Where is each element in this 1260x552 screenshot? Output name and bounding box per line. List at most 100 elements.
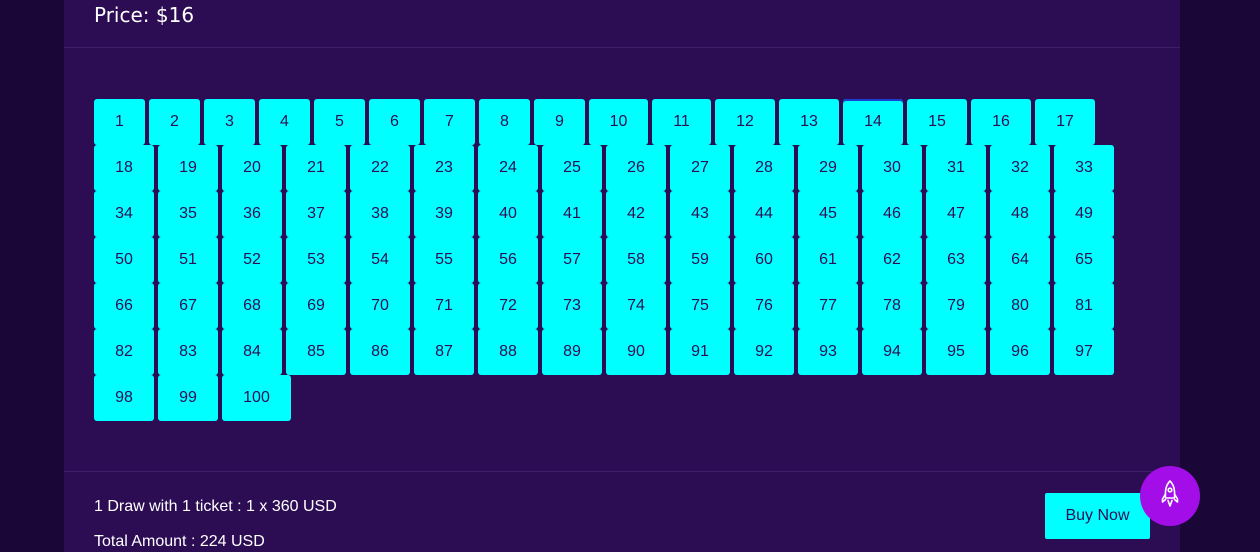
number-tile-2[interactable]: 2 bbox=[149, 99, 200, 145]
number-tile-6[interactable]: 6 bbox=[369, 99, 420, 145]
number-tile-23[interactable]: 23 bbox=[414, 145, 474, 191]
number-tile-69[interactable]: 69 bbox=[286, 283, 346, 329]
number-tile-44[interactable]: 44 bbox=[734, 191, 794, 237]
number-tile-30[interactable]: 30 bbox=[862, 145, 922, 191]
number-tile-34[interactable]: 34 bbox=[94, 191, 154, 237]
number-tile-73[interactable]: 73 bbox=[542, 283, 602, 329]
number-tile-51[interactable]: 51 bbox=[158, 237, 218, 283]
number-tile-90[interactable]: 90 bbox=[606, 329, 666, 375]
number-tile-55[interactable]: 55 bbox=[414, 237, 474, 283]
number-tile-64[interactable]: 64 bbox=[990, 237, 1050, 283]
number-tile-70[interactable]: 70 bbox=[350, 283, 410, 329]
number-tile-82[interactable]: 82 bbox=[94, 329, 154, 375]
number-tile-46[interactable]: 46 bbox=[862, 191, 922, 237]
number-tile-33[interactable]: 33 bbox=[1054, 145, 1114, 191]
number-tile-36[interactable]: 36 bbox=[222, 191, 282, 237]
number-tile-12[interactable]: 12 bbox=[715, 99, 775, 145]
number-tile-42[interactable]: 42 bbox=[606, 191, 666, 237]
number-tile-88[interactable]: 88 bbox=[478, 329, 538, 375]
number-tile-45[interactable]: 45 bbox=[798, 191, 858, 237]
number-tile-47[interactable]: 47 bbox=[926, 191, 986, 237]
number-tile-54[interactable]: 54 bbox=[350, 237, 410, 283]
number-tile-4[interactable]: 4 bbox=[259, 99, 310, 145]
number-tile-98[interactable]: 98 bbox=[94, 375, 154, 421]
number-tile-66[interactable]: 66 bbox=[94, 283, 154, 329]
number-tile-20[interactable]: 20 bbox=[222, 145, 282, 191]
number-tile-56[interactable]: 56 bbox=[478, 237, 538, 283]
number-tile-48[interactable]: 48 bbox=[990, 191, 1050, 237]
number-tile-94[interactable]: 94 bbox=[862, 329, 922, 375]
number-tile-39[interactable]: 39 bbox=[414, 191, 474, 237]
number-tile-49[interactable]: 49 bbox=[1054, 191, 1114, 237]
number-tile-31[interactable]: 31 bbox=[926, 145, 986, 191]
number-tile-32[interactable]: 32 bbox=[990, 145, 1050, 191]
number-tile-78[interactable]: 78 bbox=[862, 283, 922, 329]
number-tile-67[interactable]: 67 bbox=[158, 283, 218, 329]
number-tile-40[interactable]: 40 bbox=[478, 191, 538, 237]
number-tile-74[interactable]: 74 bbox=[606, 283, 666, 329]
number-tile-61[interactable]: 61 bbox=[798, 237, 858, 283]
number-tile-25[interactable]: 25 bbox=[542, 145, 602, 191]
number-tile-84[interactable]: 84 bbox=[222, 329, 282, 375]
number-tile-86[interactable]: 86 bbox=[350, 329, 410, 375]
buy-now-button[interactable]: Buy Now bbox=[1045, 493, 1150, 539]
number-tile-17[interactable]: 17 bbox=[1035, 99, 1095, 145]
number-tile-29[interactable]: 29 bbox=[798, 145, 858, 191]
number-tile-75[interactable]: 75 bbox=[670, 283, 730, 329]
number-tile-99[interactable]: 99 bbox=[158, 375, 218, 421]
number-tile-14[interactable]: 14 bbox=[843, 99, 903, 145]
number-tile-10[interactable]: 10 bbox=[589, 99, 648, 145]
number-tile-5[interactable]: 5 bbox=[314, 99, 365, 145]
number-tile-59[interactable]: 59 bbox=[670, 237, 730, 283]
number-tile-27[interactable]: 27 bbox=[670, 145, 730, 191]
number-tile-76[interactable]: 76 bbox=[734, 283, 794, 329]
number-tile-11[interactable]: 11 bbox=[652, 99, 711, 145]
number-tile-87[interactable]: 87 bbox=[414, 329, 474, 375]
number-tile-38[interactable]: 38 bbox=[350, 191, 410, 237]
number-tile-91[interactable]: 91 bbox=[670, 329, 730, 375]
number-tile-100[interactable]: 100 bbox=[222, 375, 291, 421]
number-tile-43[interactable]: 43 bbox=[670, 191, 730, 237]
number-tile-93[interactable]: 93 bbox=[798, 329, 858, 375]
number-tile-9[interactable]: 9 bbox=[534, 99, 585, 145]
number-tile-92[interactable]: 92 bbox=[734, 329, 794, 375]
number-tile-71[interactable]: 71 bbox=[414, 283, 474, 329]
number-tile-19[interactable]: 19 bbox=[158, 145, 218, 191]
number-tile-63[interactable]: 63 bbox=[926, 237, 986, 283]
number-tile-68[interactable]: 68 bbox=[222, 283, 282, 329]
number-tile-85[interactable]: 85 bbox=[286, 329, 346, 375]
number-tile-41[interactable]: 41 bbox=[542, 191, 602, 237]
rocket-fab-button[interactable] bbox=[1140, 466, 1200, 526]
number-tile-24[interactable]: 24 bbox=[478, 145, 538, 191]
number-tile-53[interactable]: 53 bbox=[286, 237, 346, 283]
number-tile-60[interactable]: 60 bbox=[734, 237, 794, 283]
number-tile-62[interactable]: 62 bbox=[862, 237, 922, 283]
number-tile-37[interactable]: 37 bbox=[286, 191, 346, 237]
number-tile-72[interactable]: 72 bbox=[478, 283, 538, 329]
number-tile-22[interactable]: 22 bbox=[350, 145, 410, 191]
number-tile-35[interactable]: 35 bbox=[158, 191, 218, 237]
number-tile-18[interactable]: 18 bbox=[94, 145, 154, 191]
number-tile-15[interactable]: 15 bbox=[907, 99, 967, 145]
number-tile-7[interactable]: 7 bbox=[424, 99, 475, 145]
number-tile-57[interactable]: 57 bbox=[542, 237, 602, 283]
number-tile-52[interactable]: 52 bbox=[222, 237, 282, 283]
number-tile-89[interactable]: 89 bbox=[542, 329, 602, 375]
number-tile-79[interactable]: 79 bbox=[926, 283, 986, 329]
number-tile-50[interactable]: 50 bbox=[94, 237, 154, 283]
number-tile-58[interactable]: 58 bbox=[606, 237, 666, 283]
number-tile-28[interactable]: 28 bbox=[734, 145, 794, 191]
number-tile-1[interactable]: 1 bbox=[94, 99, 145, 145]
number-tile-97[interactable]: 97 bbox=[1054, 329, 1114, 375]
number-tile-26[interactable]: 26 bbox=[606, 145, 666, 191]
number-tile-95[interactable]: 95 bbox=[926, 329, 986, 375]
number-tile-96[interactable]: 96 bbox=[990, 329, 1050, 375]
number-tile-80[interactable]: 80 bbox=[990, 283, 1050, 329]
number-tile-77[interactable]: 77 bbox=[798, 283, 858, 329]
number-tile-21[interactable]: 21 bbox=[286, 145, 346, 191]
number-tile-83[interactable]: 83 bbox=[158, 329, 218, 375]
number-tile-16[interactable]: 16 bbox=[971, 99, 1031, 145]
number-tile-13[interactable]: 13 bbox=[779, 99, 839, 145]
number-tile-65[interactable]: 65 bbox=[1054, 237, 1114, 283]
number-tile-3[interactable]: 3 bbox=[204, 99, 255, 145]
